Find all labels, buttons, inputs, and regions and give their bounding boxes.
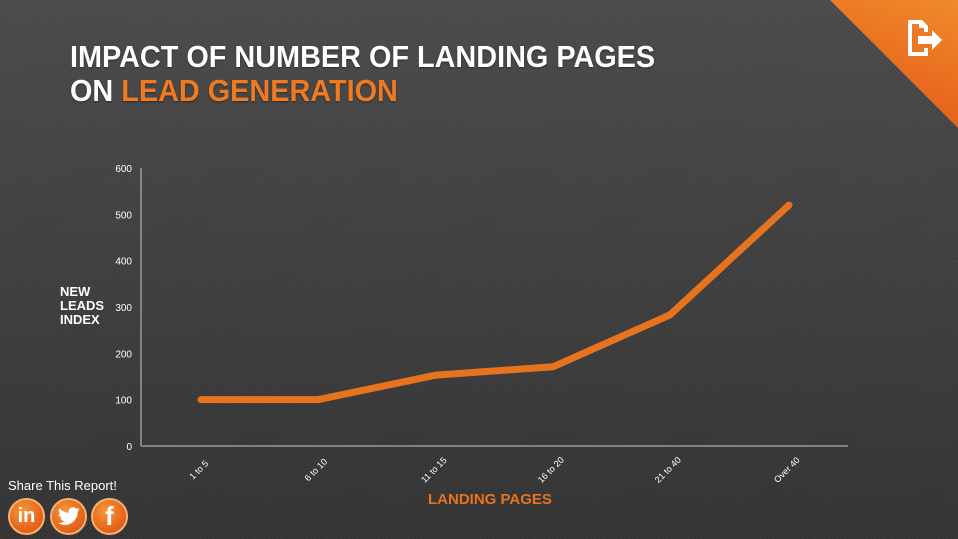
y-tick-label: 300 [115, 303, 132, 314]
page-title: IMPACT OF NUMBER OF LANDING PAGES ON LEA… [70, 40, 655, 108]
x-tick-label: 1 to 5 [187, 458, 210, 481]
x-tick-label: 11 to 15 [419, 455, 449, 485]
twitter-button[interactable] [50, 498, 87, 535]
linkedin-icon: in [17, 505, 36, 527]
facebook-icon: f [105, 501, 114, 531]
title-prefix: ON [70, 73, 122, 108]
twitter-icon [57, 506, 80, 525]
title-line-2: ON LEAD GENERATION [70, 74, 655, 108]
x-axis-title: LANDING PAGES [428, 491, 552, 508]
export-icon[interactable] [902, 18, 946, 58]
x-tick-label: Over 40 [772, 455, 802, 485]
title-accent: LEAD GENERATION [121, 73, 398, 108]
y-tick-label: 100 [115, 396, 132, 407]
x-tick-label: 16 to 20 [536, 455, 566, 485]
title-line-1: IMPACT OF NUMBER OF LANDING PAGES [70, 39, 656, 74]
y-tick-label: 500 [115, 210, 132, 221]
y-axis-label: NEW LEADS INDEX [60, 284, 105, 327]
y-tick-label: 0 [126, 442, 132, 453]
x-tick-label: 6 to 10 [303, 457, 330, 484]
linkedin-button[interactable]: in [8, 498, 45, 535]
y-axis-title: NEW LEADS INDEX [60, 285, 110, 327]
share-label: Share This Report! [8, 478, 117, 493]
data-line [197, 201, 793, 404]
y-tick-label: 200 [115, 349, 132, 360]
x-tick-label: 21 to 40 [653, 455, 683, 485]
facebook-button[interactable]: f [91, 498, 128, 535]
y-tick-label: 600 [115, 164, 132, 175]
y-tick-label: 400 [115, 257, 132, 268]
